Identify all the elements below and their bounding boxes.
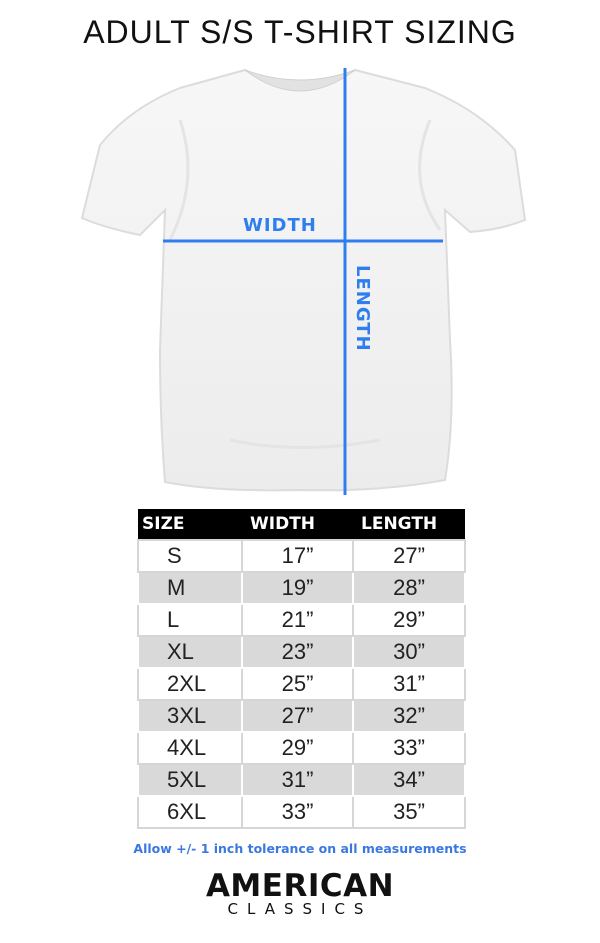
header-size: SIZE [138, 509, 242, 540]
brand-line1: AMERICAN [205, 868, 395, 904]
cell-width: 33” [241, 795, 354, 829]
table-row: 3XL 27” 32” [137, 699, 466, 733]
table-row: 5XL 31” 34” [137, 763, 466, 797]
cell-length: 27” [352, 539, 466, 573]
cell-length: 31” [352, 667, 466, 701]
cell-width: 17” [241, 539, 354, 573]
cell-size: 5XL [137, 763, 243, 797]
width-label: WIDTH [243, 215, 317, 236]
table-row: L 21” 29” [137, 603, 466, 637]
cell-length: 28” [352, 571, 466, 605]
cell-size: 2XL [137, 667, 243, 701]
cell-size: L [137, 603, 243, 637]
table-header: SIZE WIDTH LENGTH [138, 509, 465, 540]
cell-width: 27” [241, 699, 354, 733]
cell-length: 34” [352, 763, 466, 797]
table-row: S 17” 27” [137, 539, 466, 573]
tshirt-illustration [80, 68, 527, 495]
table-row: 2XL 25” 31” [137, 667, 466, 701]
cell-size: 3XL [137, 699, 243, 733]
tolerance-note: Allow +/- 1 inch tolerance on all measur… [133, 841, 467, 856]
cell-size: 4XL [137, 731, 243, 765]
cell-size: S [137, 539, 243, 573]
cell-width: 23” [241, 635, 354, 669]
cell-width: 31” [241, 763, 354, 797]
page-title: ADULT S/S T-SHIRT SIZING [83, 14, 517, 50]
cell-length: 33” [352, 731, 466, 765]
cell-length: 32” [352, 699, 466, 733]
size-table: SIZE WIDTH LENGTH S 17” 27” M 19” 28” L 21” 29” X… [137, 509, 466, 829]
table-row: M 19” 28” [137, 571, 466, 605]
tshirt-collar [244, 69, 356, 92]
cell-size: XL [137, 635, 243, 669]
brand-line2: CLASSICS [227, 900, 373, 918]
cell-size: 6XL [137, 795, 243, 829]
cell-length: 35” [352, 795, 466, 829]
tshirt-body [80, 68, 527, 492]
header-width: WIDTH [242, 509, 353, 540]
cell-width: 29” [241, 731, 354, 765]
cell-length: 30” [352, 635, 466, 669]
length-label: LENGTH [352, 265, 373, 352]
table-row: 4XL 29” 33” [137, 731, 466, 765]
cell-length: 29” [352, 603, 466, 637]
cell-width: 25” [241, 667, 354, 701]
header-length: LENGTH [353, 509, 465, 540]
cell-width: 21” [241, 603, 354, 637]
cell-size: M [137, 571, 243, 605]
cell-width: 19” [241, 571, 354, 605]
table-row: 6XL 33” 35” [137, 795, 466, 829]
table-row: XL 23” 30” [137, 635, 466, 669]
